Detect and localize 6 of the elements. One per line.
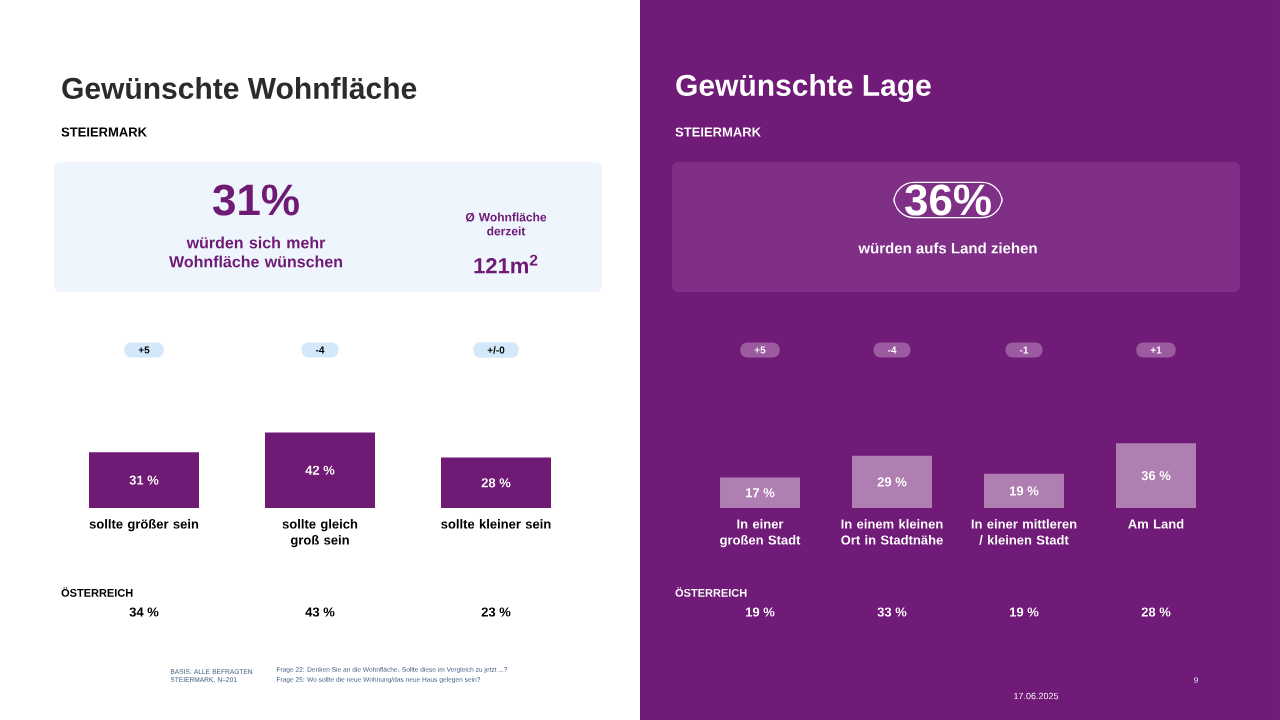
chart-title: Gewünschte Wohnfläche bbox=[62, 76, 417, 100]
text: 121m$^{2}$ bbox=[474, 254, 538, 274]
chart-title: Gewünschte Lage bbox=[676, 73, 931, 103]
text: 36% bbox=[904, 184, 991, 216]
text: würden sich mehr Wohnfläche wünschen bbox=[169, 236, 342, 268]
text: 31% bbox=[212, 184, 299, 216]
